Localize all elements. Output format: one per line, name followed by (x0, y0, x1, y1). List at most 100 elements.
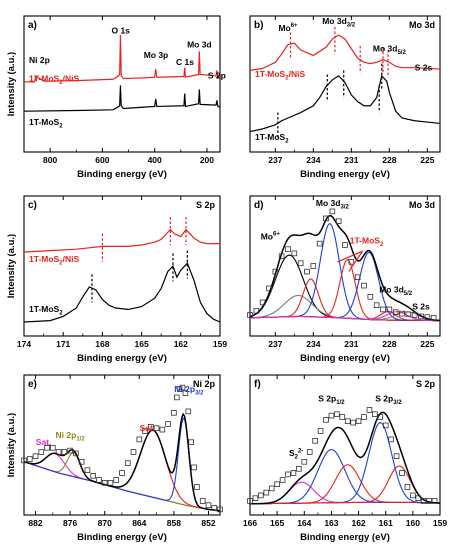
panel-e-annotation: Ni 2p3/2 (174, 384, 204, 397)
panel-e-data-point (188, 439, 194, 445)
panel-d-data-point (367, 293, 374, 300)
panel-f-frame (249, 374, 441, 516)
panel-f-data-point (344, 418, 351, 424)
panel-d-data-point (272, 268, 279, 275)
panel-a-ylabel: Intensity (a.u.) (6, 52, 17, 116)
panel-e-title: Ni 2p (193, 379, 216, 389)
panel-c-xtick-label: 174 (17, 339, 31, 349)
panel-d-data-point (354, 274, 361, 280)
panel-c-series-1 (23, 262, 221, 323)
panel-f-data-point (350, 419, 356, 426)
panel-e-data-point (171, 409, 177, 416)
panel-f-data-point (290, 470, 297, 476)
panel-a-series-2 (23, 85, 221, 112)
panel-f-xtick-label: 165 (270, 518, 284, 528)
panel-e-data-point (173, 394, 180, 401)
panel-e-data-point (185, 408, 192, 415)
panel-f-fit-component-3 (249, 422, 441, 505)
panel-f-xtick-label: 160 (406, 518, 420, 528)
panel-f-fit-envelope (249, 411, 441, 505)
panel-f-data-point (420, 498, 427, 504)
panel-d-fit-component-8 (249, 311, 441, 322)
panel-c-label: c) (28, 200, 37, 211)
panel-f-data-point (312, 437, 318, 444)
panel-e-data-point (101, 479, 108, 486)
panel-a-label-mos2: 1T-MoS2 (29, 117, 63, 130)
panel-b-series-0 (249, 34, 441, 71)
panel-c-xtick-label: 159 (213, 339, 227, 349)
panel-d-data-point (380, 306, 386, 313)
panel-f-data-point (393, 453, 400, 459)
panel-e-annotation: Sat. (36, 437, 52, 447)
panel-d-frame (249, 195, 441, 337)
panel-c-ylabel: Intensity (a.u.) (6, 234, 17, 298)
panel-e-xtick-label: 870 (98, 518, 112, 528)
panel-f-fit-component-1 (249, 449, 441, 505)
panel-f-data-point (301, 458, 308, 465)
panel-e-data-point (142, 428, 148, 434)
panel-e-data-point (21, 457, 27, 464)
panel-a-group: a) 800 600 400 200 Binding energy (eV) Intensi… (6, 15, 226, 180)
panel-e-data-point (78, 458, 85, 465)
panel-d-data-point (323, 215, 329, 222)
panel-e-data-point (32, 453, 39, 459)
panel-d-data-point (304, 268, 310, 275)
panel-b-annotation: S 2s (415, 62, 433, 72)
panel-c-series-0 (23, 228, 220, 253)
panel-e-data-point (217, 506, 223, 513)
panel-d-data-point (297, 260, 304, 266)
panel-d-data-point (430, 314, 437, 321)
panel-d-data-point (310, 263, 317, 269)
panel-d-data-point (316, 240, 323, 247)
panel-b-annotation: Mo6+ (278, 23, 298, 33)
panel-d-xtick-label: 228 (382, 339, 396, 349)
panel-e-data-point (96, 477, 102, 483)
panel-b-xtick-label: 228 (382, 155, 396, 165)
panel-f-data-point (404, 484, 411, 490)
panel-e-data-point (73, 450, 79, 457)
panel-b-label-nis: 1T-MoS2/NiS (255, 69, 305, 82)
panel-e-data-point (199, 498, 206, 504)
panel-f-group: f) S 2p 166 165 164 163 162 161 160 159 Binding en… (243, 374, 447, 543)
panel-d-fit-component-2 (249, 278, 441, 322)
panel-e-xlabel: Binding energy (eV) (77, 532, 167, 543)
panel-a-frame (23, 15, 221, 153)
panel-f-data-point (410, 492, 416, 499)
panel-e-fit-envelope (23, 412, 221, 512)
panel-e-data-point (148, 423, 154, 430)
panel-a-xlabel: Binding energy (eV) (77, 169, 167, 180)
panel-d-label: d) (254, 200, 263, 211)
panel-d-data-point (405, 311, 412, 318)
panel-f-annotation: S 2p3/2 (375, 394, 402, 407)
panel-f-title: S 2p (416, 379, 436, 389)
panel-a-annotation: Mo 3p (144, 50, 169, 60)
panel-b-label-mos2: 1T-MoS2 (255, 132, 289, 145)
panel-f-data-point (323, 416, 329, 423)
panel-f-data-point (334, 411, 340, 417)
panel-d-annotation: Mo6+ (261, 231, 281, 241)
panel-d-fit-envelope (249, 214, 441, 322)
panel-f-annotation: S 2p1/2 (318, 394, 345, 407)
panel-d-annotation: 1T-MoS2 (350, 236, 384, 249)
panel-a-xtick-label: 400 (148, 155, 162, 165)
panel-f-data-point (377, 414, 384, 420)
panel-c-xtick-label: 171 (56, 339, 70, 349)
panel-f-label: f) (254, 379, 261, 390)
panel-e-data-point (119, 470, 125, 476)
panel-d-group: d) Mo 3d 237 234 231 228 225 Binding energy (eV… (247, 195, 441, 364)
panel-d-data-point (348, 258, 355, 265)
panel-e-data-point (90, 472, 96, 479)
panel-c-xtick-label: 168 (95, 339, 109, 349)
panel-f-data-point (263, 489, 270, 496)
panel-b-xtick-label: 237 (268, 155, 282, 165)
panel-e-data-point (205, 502, 212, 508)
panel-f-data-point (252, 495, 259, 501)
panel-e-label: e) (28, 379, 37, 390)
panel-d-arrow-0 (337, 250, 363, 263)
panel-f-data-point (431, 498, 438, 504)
panel-f-data-point (328, 412, 335, 419)
panel-b-group: b) Mo 3d 237 234 231 228 225 Binding energy (eV… (249, 15, 441, 180)
panel-c-group: c) S 2p 174 171 168 165 162 159 Binding energy (… (6, 195, 227, 364)
panel-a-xtick-label: 800 (43, 155, 57, 165)
